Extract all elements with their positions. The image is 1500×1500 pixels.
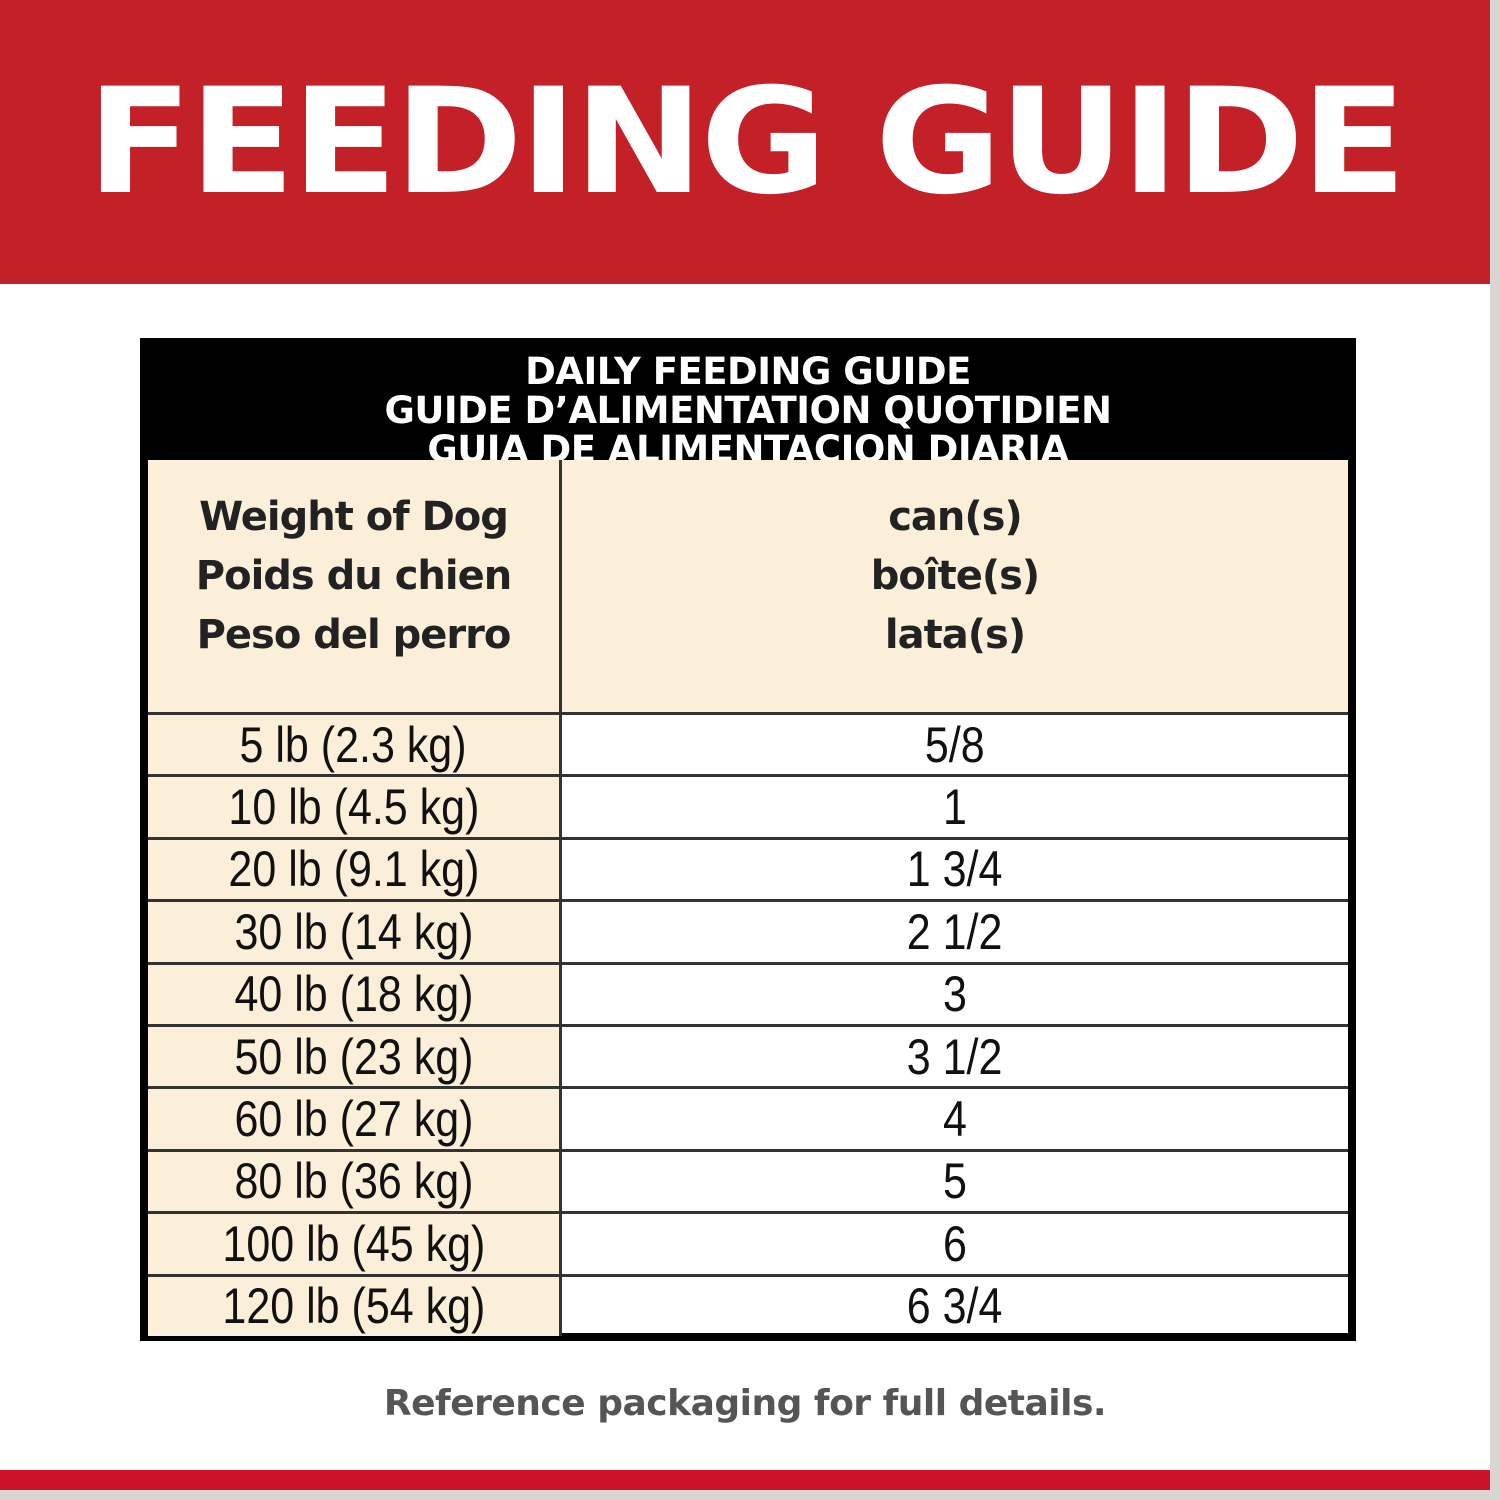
bottom-red-bar: [0, 1470, 1490, 1490]
cans-cell: 6 3/4: [562, 1273, 1348, 1336]
cell-text: 40 lb (18 kg): [233, 966, 474, 1023]
cell-text: 30 lb (14 kg): [233, 903, 474, 960]
table-grid: Weight of Dog Poids du chien Peso del pe…: [148, 460, 1348, 1336]
cell-text: 5/8: [925, 716, 985, 773]
cell-text: 100 lb (45 kg): [222, 1215, 485, 1272]
footer-note: Reference packaging for full details.: [383, 1383, 1107, 1424]
banner: FEEDING GUIDE: [0, 0, 1490, 284]
table-title-en: DAILY FEEDING GUIDE: [525, 350, 971, 393]
cell-text: 3: [943, 966, 967, 1023]
cans-cell: 5: [562, 1148, 1348, 1211]
cans-cell: 6: [562, 1211, 1348, 1273]
cell-text: 60 lb (27 kg): [233, 1091, 474, 1148]
weight-cell: 5 lb (2.3 kg): [148, 712, 562, 775]
header-text: Poids du chien: [195, 552, 512, 599]
header-text: Weight of Dog: [199, 493, 509, 540]
weight-cell: 40 lb (18 kg): [148, 961, 562, 1024]
weight-cell: 10 lb (4.5 kg): [148, 774, 562, 837]
cell-text: 80 lb (36 kg): [233, 1153, 474, 1210]
feeding-table: DAILY FEEDING GUIDE GUIDE D’ALIMENTATION…: [140, 338, 1356, 1341]
cell-text: 50 lb (23 kg): [233, 1028, 474, 1085]
header-text: boîte(s): [870, 552, 1040, 599]
cell-text: 20 lb (9.1 kg): [228, 841, 479, 898]
cell-text: 120 lb (54 kg): [222, 1278, 485, 1335]
cell-text: 1 3/4: [907, 841, 1003, 898]
weight-cell: 50 lb (23 kg): [148, 1023, 562, 1087]
cell-text: 3 1/2: [907, 1028, 1003, 1085]
header-text: Peso del perro: [196, 611, 512, 658]
weight-cell: 60 lb (27 kg): [148, 1086, 562, 1149]
table-title-fr: GUIDE D’ALIMENTATION QUOTIDIEN: [384, 389, 1112, 432]
column-header-weight: Weight of Dog Poids du chien Peso del pe…: [148, 460, 562, 712]
cell-text: 5: [943, 1153, 967, 1210]
cans-cell: 1: [562, 774, 1348, 836]
page-title: FEEDING GUIDE: [86, 57, 1407, 227]
cell-text: 4: [943, 1091, 967, 1148]
cell-text: 10 lb (4.5 kg): [228, 779, 479, 836]
cans-cell: 2 1/2: [562, 899, 1348, 961]
header-text: can(s): [888, 493, 1023, 540]
cell-text: 6 3/4: [907, 1278, 1003, 1335]
weight-cell: 20 lb (9.1 kg): [148, 836, 562, 900]
cans-cell: 5/8: [562, 712, 1348, 774]
cell-text: 2 1/2: [907, 903, 1003, 960]
table-title: DAILY FEEDING GUIDE GUIDE D’ALIMENTATION…: [148, 346, 1348, 469]
cell-text: 5 lb (2.3 kg): [239, 716, 468, 773]
column-header-cans: can(s) boîte(s) lata(s): [562, 460, 1348, 712]
cell-text: 1: [943, 779, 967, 836]
cans-cell: 3 1/2: [562, 1023, 1348, 1086]
weight-cell: 80 lb (36 kg): [148, 1148, 562, 1212]
cell-text: 6: [943, 1215, 967, 1272]
header-text: lata(s): [884, 611, 1026, 658]
cans-cell: 1 3/4: [562, 836, 1348, 899]
cans-cell: 3: [562, 961, 1348, 1024]
weight-cell: 100 lb (45 kg): [148, 1211, 562, 1274]
weight-cell: 120 lb (54 kg): [148, 1273, 562, 1336]
weight-cell: 30 lb (14 kg): [148, 899, 562, 962]
cans-cell: 4: [562, 1086, 1348, 1148]
